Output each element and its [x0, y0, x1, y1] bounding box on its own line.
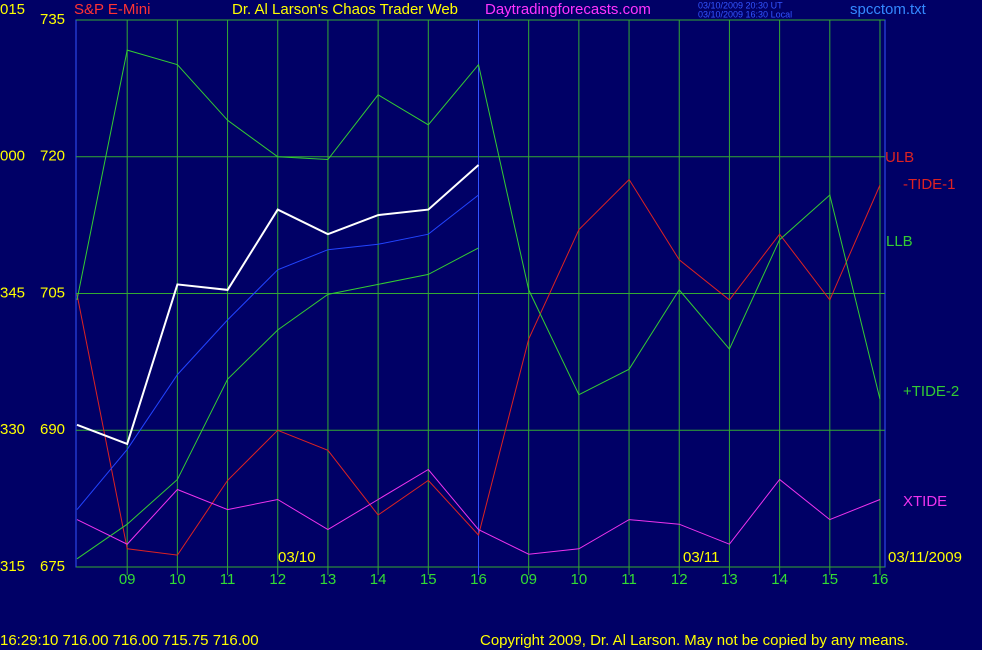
ulb-label: ULB: [885, 149, 914, 166]
series-line: [76, 468, 881, 555]
y-tick-label: 675: [40, 558, 65, 575]
time-local: 03/10/2009 16:30 Local: [698, 9, 792, 19]
x-tick-label: 14: [771, 571, 788, 588]
y-tick-label: 735: [40, 11, 65, 28]
x-tick-label: 12: [671, 571, 688, 588]
instrument: S&P E-Mini: [74, 1, 150, 18]
time-ut: 03/10/2009 20:30 UT: [698, 0, 783, 10]
legend-label: +TIDE-2: [903, 383, 959, 400]
top-left-alt: 015: [0, 1, 25, 18]
x-tick-label: 15: [821, 571, 838, 588]
series-line: [76, 178, 881, 556]
x-tick-label: 12: [269, 571, 286, 588]
y-tick-label: 690: [40, 421, 65, 438]
legend-label: -TIDE-1: [903, 176, 956, 193]
date-label: 03/10: [278, 549, 316, 566]
legend-label: XTIDE: [903, 493, 947, 510]
x-tick-label: 13: [721, 571, 738, 588]
quote: 16:29:10 716.00 716.00 715.75 716.00: [0, 632, 259, 649]
x-tick-label: 15: [420, 571, 437, 588]
copyright: Copyright 2009, Dr. Al Larson. May not b…: [480, 632, 909, 649]
price-line: [76, 164, 480, 446]
x-tick-label: 11: [621, 571, 637, 588]
x-tick-label: 11: [220, 571, 236, 588]
series-line: [76, 247, 479, 560]
date-label: 03/11: [683, 549, 719, 566]
series-line: [76, 49, 881, 400]
y-tick-alt-label: 345: [0, 284, 25, 301]
file-name: spcctom.txt: [850, 1, 927, 18]
x-tick-label: 09: [520, 571, 537, 588]
x-tick-label: 10: [571, 571, 588, 588]
x-tick-label: 14: [370, 571, 387, 588]
date-label: 03/11/2009: [888, 549, 962, 566]
x-tick-label: 16: [872, 571, 889, 588]
y-tick-alt-label: 330: [0, 421, 25, 438]
chart-title: Dr. Al Larson's Chaos Trader Web: [232, 1, 458, 18]
x-tick-label: 16: [470, 571, 487, 588]
moving-average: [76, 194, 479, 510]
x-tick-label: 13: [320, 571, 337, 588]
x-tick-label: 09: [119, 571, 136, 588]
legend-label: LLB: [886, 233, 913, 250]
y-tick-alt-label: 315: [0, 558, 25, 575]
y-tick-label: 720: [40, 148, 65, 165]
x-tick-label: 10: [169, 571, 186, 588]
y-tick-label: 705: [40, 284, 65, 301]
site: Daytradingforecasts.com: [485, 1, 651, 18]
y-tick-alt-label: 000: [0, 148, 25, 165]
